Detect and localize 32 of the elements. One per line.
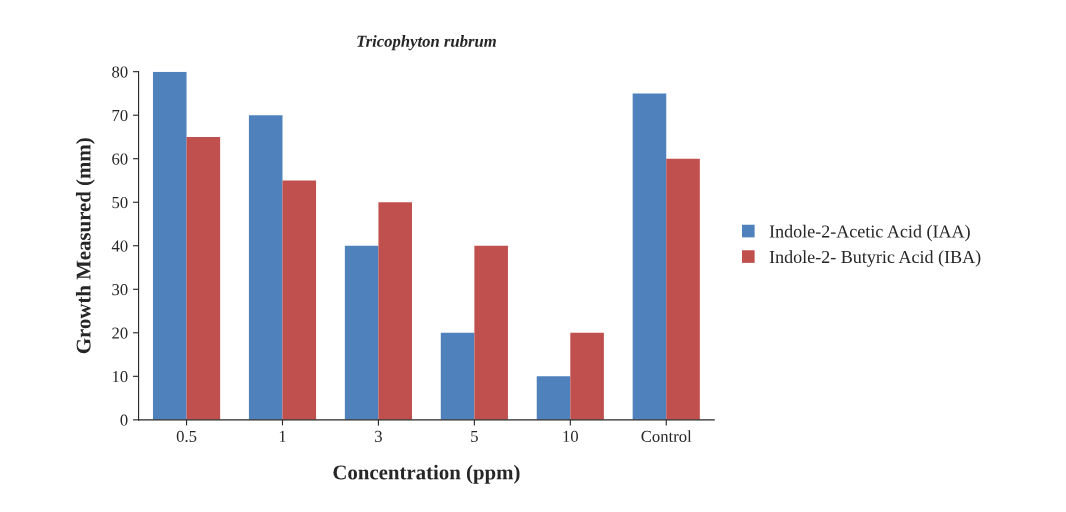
x-axis-title: Concentration (ppm) — [333, 464, 520, 484]
x-tick-label: 0.5 — [176, 430, 197, 443]
bar — [282, 180, 317, 420]
bar — [536, 376, 571, 420]
y-tick-label: 70 — [112, 109, 128, 122]
y-tick-label: 10 — [112, 371, 128, 383]
y-tick-label: 20 — [112, 327, 128, 339]
bar — [186, 136, 221, 420]
y-tick-label: 50 — [112, 196, 128, 209]
x-tick-label: 10 — [563, 430, 579, 442]
bar — [440, 332, 475, 420]
y-tick-label: 30 — [112, 283, 128, 296]
bar — [632, 93, 667, 420]
x-tick-label: Control — [641, 430, 692, 442]
legend-label: Indole-2- Butyric Acid (IBA) — [769, 250, 981, 267]
y-tick-label: 40 — [111, 240, 128, 252]
y-tick-label: 80 — [112, 66, 128, 78]
y-tick-label: 0 — [120, 414, 128, 426]
bar — [570, 332, 604, 420]
bar — [344, 245, 379, 420]
x-tick-label: 1 — [279, 430, 286, 442]
bar — [666, 158, 700, 420]
bar — [378, 202, 413, 420]
bar — [248, 115, 283, 420]
bar — [474, 245, 508, 420]
y-tick-label: 60 — [112, 153, 128, 165]
x-tick-label: 3 — [375, 430, 382, 442]
legend-label: Indole-2-Acetic Acid (IAA) — [769, 224, 970, 242]
y-axis-title: Growth Measured (mm) — [75, 138, 95, 354]
bar — [152, 71, 187, 420]
x-tick-label: 5 — [471, 430, 478, 442]
chart-title: Tricophyton rubrum — [357, 35, 496, 51]
